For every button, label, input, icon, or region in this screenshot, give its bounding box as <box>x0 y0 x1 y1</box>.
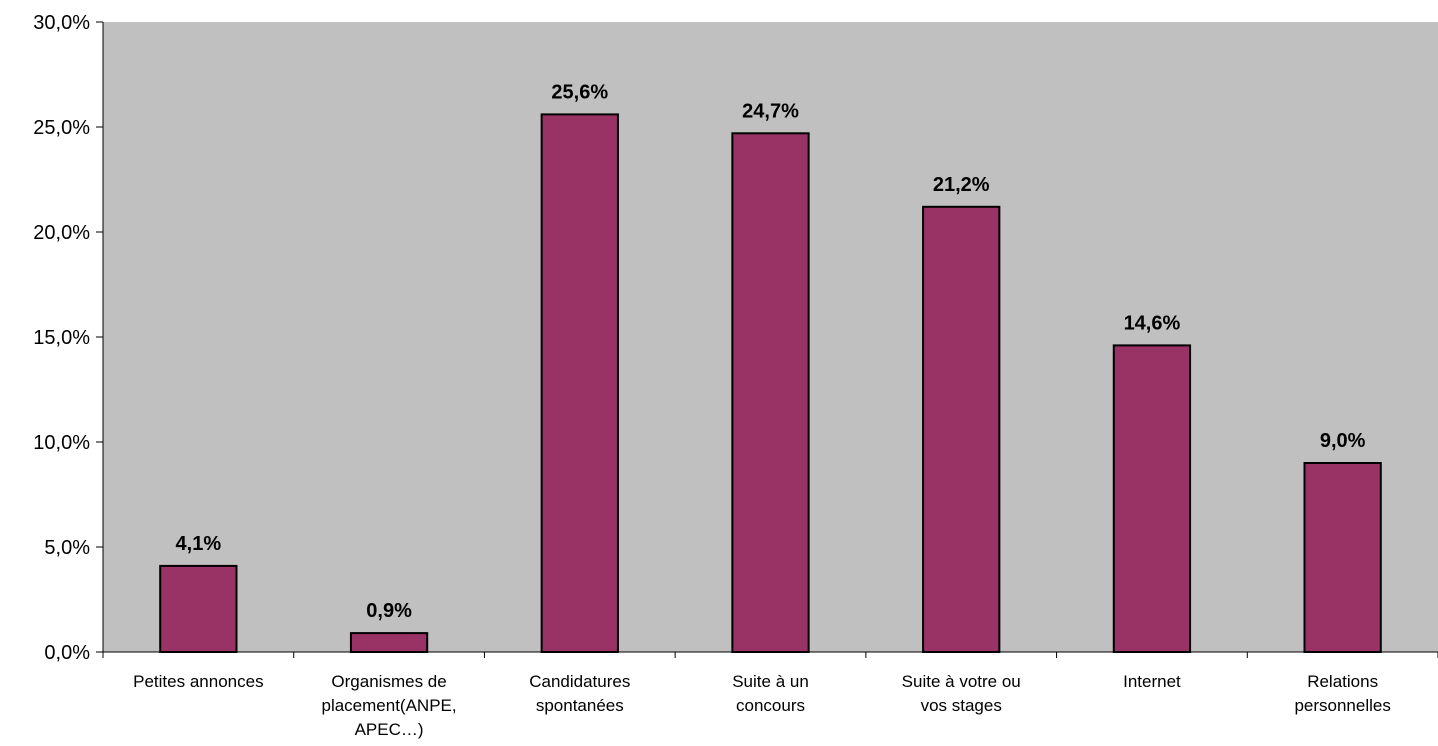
y-tick-label: 0,0% <box>44 642 90 664</box>
bar <box>731 132 810 654</box>
data-label: 25,6% <box>551 81 608 103</box>
data-label: 14,6% <box>1124 312 1181 334</box>
x-tick-label: placement(ANPE, <box>322 696 457 715</box>
x-tick-label: Relations <box>1307 672 1378 691</box>
data-label: 4,1% <box>176 533 222 555</box>
data-labels: 4,1% 0,9% 25,6% 24,7% 21,2% 14,6% 9,0% <box>176 81 1366 622</box>
data-label: 0,9% <box>366 600 412 622</box>
x-tick-label: APEC…) <box>355 720 424 739</box>
x-tick-label: spontanées <box>536 696 624 715</box>
x-tick-label: Suite à votre ou <box>902 672 1021 691</box>
y-tick-label: 5,0% <box>44 537 90 559</box>
bar <box>1112 344 1192 653</box>
data-label: 24,7% <box>742 100 799 122</box>
x-tick-label: Organismes de <box>331 672 446 691</box>
bar <box>1303 462 1382 653</box>
y-tick-label: 20,0% <box>33 222 90 244</box>
bar <box>159 564 238 654</box>
x-axis: Petites annonces Organismes de placement(A… <box>102 651 1438 739</box>
bar <box>349 632 429 653</box>
y-tick-label: 30,0% <box>33 12 90 34</box>
data-label: 21,2% <box>933 174 990 196</box>
y-tick-label: 15,0% <box>33 327 90 349</box>
bar <box>922 205 1001 654</box>
data-label: 9,0% <box>1320 430 1366 452</box>
y-tick-label: 10,0% <box>33 432 90 454</box>
y-tick-label: 25,0% <box>33 117 90 139</box>
x-tick-label: personnelles <box>1294 696 1390 715</box>
x-tick-label: concours <box>736 696 805 715</box>
x-tick-label: Internet <box>1123 672 1181 691</box>
x-tick-label: Petites annonces <box>133 672 263 691</box>
x-tick-label: Candidatures <box>529 672 630 691</box>
x-tick-label: Suite à un <box>732 672 809 691</box>
y-axis: 0,0% 5,0% 10,0% 15,0% 20,0% 25,0% 30,0% <box>33 12 104 664</box>
bar <box>540 113 619 653</box>
x-tick-label: vos stages <box>921 696 1002 715</box>
bars <box>159 113 1382 654</box>
